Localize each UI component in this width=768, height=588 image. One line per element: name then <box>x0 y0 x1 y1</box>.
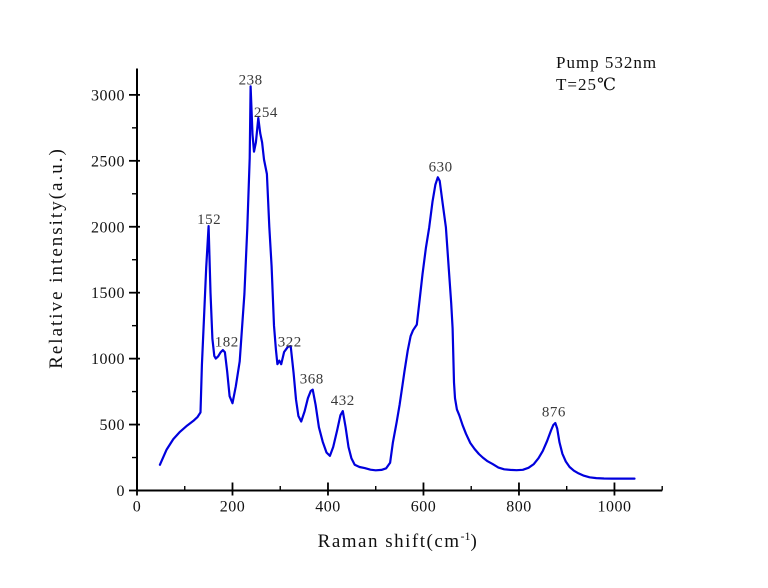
x-tick-label: 200 <box>220 499 246 516</box>
peak-label-254: 254 <box>254 105 278 121</box>
y-tick-label: 3000 <box>91 87 125 104</box>
y-tick-label: 0 <box>117 483 126 500</box>
peak-label-238: 238 <box>239 73 263 89</box>
peak-label-876: 876 <box>542 404 566 420</box>
x-axis-title-text: Raman shift(cm <box>317 531 461 553</box>
y-axis-title-text: Relative intensity(a.u.) <box>46 147 67 369</box>
peak-label-432: 432 <box>331 393 355 409</box>
spectrum-line <box>158 85 636 480</box>
peak-label-182: 182 <box>215 334 239 350</box>
annotation-box: Pump 532nm T=25℃ <box>556 52 657 96</box>
peak-label-630: 630 <box>429 160 453 176</box>
y-axis-title: Relative intensity(a.u.) <box>46 147 68 369</box>
y-tick-label: 2500 <box>91 153 125 170</box>
x-tick-label: 400 <box>315 499 341 516</box>
annotation-pump-line: Pump 532nm <box>556 53 658 72</box>
y-tick-label: 500 <box>100 417 126 434</box>
x-tick-label: 600 <box>411 499 437 516</box>
x-axis-title-superscript: -1 <box>460 528 471 543</box>
peak-label-152: 152 <box>197 212 221 228</box>
x-tick-label: 1000 <box>597 499 631 516</box>
annotation-temperature-line: T=25℃ <box>556 75 617 94</box>
x-tick-label: 800 <box>506 499 532 516</box>
peak-label-322: 322 <box>278 334 302 350</box>
x-axis-title: Raman shift(cm-1) <box>318 529 479 553</box>
x-tick-label: 0 <box>133 499 142 516</box>
y-tick-label: 1000 <box>91 351 125 368</box>
y-tick-label: 1500 <box>91 285 125 302</box>
y-tick-label: 2000 <box>91 219 125 236</box>
peak-label-368: 368 <box>300 371 324 387</box>
x-axis-title-close-paren: ) <box>470 531 479 553</box>
